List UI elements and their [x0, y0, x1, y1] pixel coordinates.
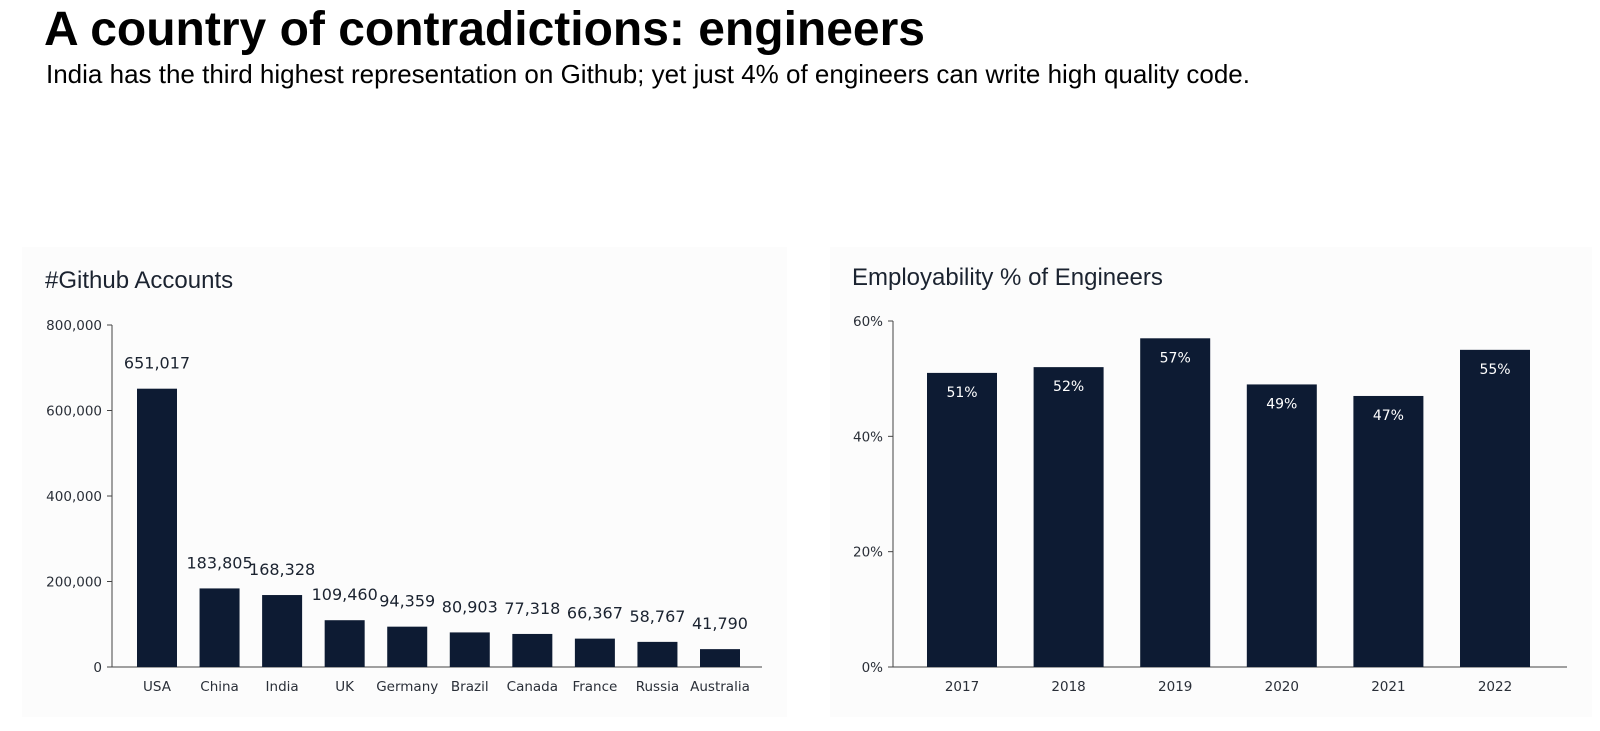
github-x-tick-label: Germany	[376, 679, 438, 695]
github-x-tick-label: UK	[335, 679, 355, 695]
github-data-label: 58,767	[629, 607, 685, 626]
employability-y-tick-label: 20%	[853, 545, 883, 561]
github-chart-title: #Github Accounts	[45, 267, 233, 294]
github-data-label: 77,318	[504, 599, 560, 618]
employability-chart-title: Employability % of Engineers	[852, 264, 1163, 291]
github-bar	[137, 388, 177, 667]
employability-y-tick-label: 40%	[853, 429, 883, 445]
github-bar	[574, 638, 615, 667]
github-y-tick-label: 0	[93, 660, 102, 676]
github-x-tick-label: Russia	[636, 679, 679, 695]
employability-bar	[1246, 384, 1317, 667]
employability-data-label: 49%	[1266, 396, 1297, 412]
github-bar	[700, 649, 740, 667]
employability-data-label: 47%	[1373, 408, 1404, 424]
github-x-tick-label: USA	[143, 679, 172, 695]
github-bar	[324, 620, 365, 667]
github-bar	[512, 633, 553, 667]
github-data-label: 94,359	[379, 592, 435, 611]
github-bar	[637, 641, 678, 667]
github-data-label: 66,367	[567, 604, 623, 623]
employability-data-label: 55%	[1479, 362, 1510, 378]
github-data-label: 109,460	[312, 585, 378, 604]
employability-x-tick-label: 2018	[1051, 679, 1085, 695]
employability-x-tick-label: 2021	[1371, 679, 1405, 695]
employability-x-tick-label: 2022	[1478, 679, 1512, 695]
github-data-label: 183,805	[186, 553, 252, 572]
github-x-tick-label: India	[266, 679, 299, 695]
employability-bar	[1353, 395, 1424, 667]
employability-y-tick-label: 0%	[862, 660, 884, 676]
employability-bar	[927, 372, 997, 667]
github-bar	[199, 588, 240, 667]
employability-y-tick-label: 60%	[853, 314, 883, 330]
github-x-tick-label: Brazil	[451, 679, 489, 695]
employability-x-tick-label: 2017	[945, 679, 979, 695]
github-bar	[387, 626, 428, 667]
employability-data-label: 51%	[946, 385, 977, 401]
page-title: A country of contradictions: engineers	[44, 3, 925, 56]
employability-bar	[1140, 338, 1211, 667]
github-y-tick-label: 200,000	[46, 575, 102, 591]
github-y-tick-label: 400,000	[46, 489, 102, 505]
github-data-label: 80,903	[442, 597, 498, 616]
github-x-tick-label: France	[572, 679, 617, 695]
page-subtitle: India has the third highest representati…	[46, 59, 1250, 89]
github-bar	[262, 595, 303, 667]
github-data-label: 168,328	[249, 560, 315, 579]
github-y-tick-label: 600,000	[46, 404, 102, 420]
employability-bar	[1033, 367, 1104, 667]
github-bar	[449, 632, 490, 667]
github-data-label: 41,790	[692, 614, 748, 633]
employability-bar	[1460, 349, 1530, 667]
github-x-tick-label: Australia	[690, 679, 750, 695]
github-x-tick-label: Canada	[507, 679, 558, 695]
github-y-tick-label: 800,000	[46, 318, 102, 334]
employability-data-label: 52%	[1053, 379, 1084, 395]
employability-data-label: 57%	[1160, 350, 1191, 366]
github-data-label: 651,017	[124, 354, 190, 373]
github-x-tick-label: China	[200, 679, 239, 695]
employability-x-tick-label: 2020	[1265, 679, 1299, 695]
employability-x-tick-label: 2019	[1158, 679, 1192, 695]
